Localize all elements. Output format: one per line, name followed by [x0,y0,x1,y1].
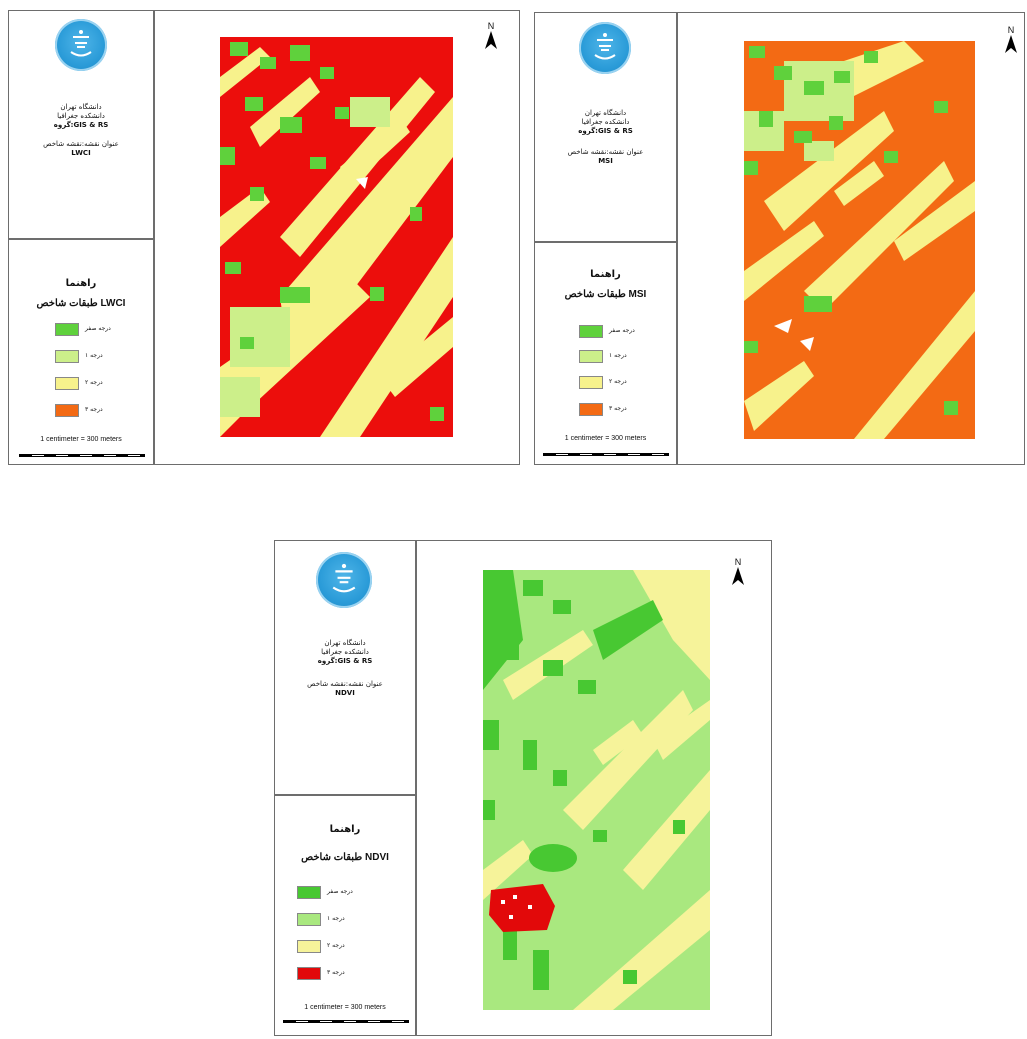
legend-swatch [579,325,603,338]
legend-label: درجه ۳ [85,406,103,413]
map-title-value: LWCI [71,149,91,157]
north-label: N [487,21,495,31]
scale-text: 1 centimeter = 300 meters [304,1004,386,1011]
legend-label: درجه ۱ [85,352,103,359]
ndvi-map-svg [483,570,710,1010]
legend-label: درجه ۲ [327,942,345,949]
msi-map-raster [744,41,975,439]
legend-swatch [579,403,603,416]
legend-swatch [55,350,79,363]
lwci-map-raster [220,37,453,437]
legend-label: درجه ۲ [85,379,103,386]
university-logo-icon [55,19,107,71]
legend-label: درجه ۱ [327,915,345,922]
university-name: دانشگاه تهران [324,639,366,647]
legend-label: درجه صفر [85,325,111,332]
legend-swatch [579,350,603,363]
north-label: N [734,557,742,567]
title-box: دانشگاه تهران دانشکده جغرافیا گروه:GIS &… [534,12,677,242]
legend-swatch [579,376,603,389]
map-title-label: عنوان نقشه:نقشه شاخص [307,680,383,688]
scale-text: 1 centimeter = 300 meters [564,435,647,442]
legend-swatch [55,404,79,417]
legend-label: درجه ۳ [609,405,627,412]
map-frame: N [416,540,772,1036]
scale-bar [283,1020,409,1023]
legend-swatch [55,377,79,390]
map-panel-msi: دانشگاه تهران دانشکده جغرافیا گروه:GIS &… [534,12,1025,465]
legend-swatch [297,940,321,953]
map-panel-lwci: دانشگاه تهران دانشکده جغرافیا گروه:GIS &… [8,10,520,465]
legend-swatch [297,913,321,926]
university-logo-icon [579,22,631,74]
legend-label: درجه صفر [609,327,635,334]
map-title-value: MSI [598,157,613,165]
legend-label: درجه ۲ [609,378,627,385]
group-name: گروه:GIS & RS [317,657,373,665]
legend-box: راهنما طبقات شاخص NDVI درجه صفر درجه ۱ د… [274,795,416,1036]
group-name: گروه:GIS & RS [578,127,633,135]
legend-subtitle: طبقات شاخص LWCI [36,298,126,309]
faculty-name: دانشکده جغرافیا [57,112,105,120]
map-panel-ndvi: دانشگاه تهران دانشکده جغرافیا گروه:GIS &… [274,540,772,1036]
map-frame: N [154,10,520,465]
legend-subtitle: طبقات شاخص MSI [564,289,647,300]
legend-label: درجه ۱ [609,352,627,359]
scale-bar [543,453,669,456]
legend-subtitle: طبقات شاخص NDVI [301,852,389,863]
faculty-name: دانشکده جغرافیا [321,648,369,656]
faculty-name: دانشکده جغرافیا [581,118,630,126]
legend-swatch [297,967,321,980]
university-name: دانشگاه تهران [584,109,627,117]
group-name: گروه:GIS & RS [53,121,109,129]
map-frame: N [677,12,1025,465]
legend-label: درجه صفر [327,888,353,895]
north-label: N [1007,25,1015,35]
map-title-label: عنوان نقشه:نقشه شاخص [43,140,119,148]
map-title-label: عنوان نقشه:نقشه شاخص [567,148,644,156]
title-box: دانشگاه تهران دانشکده جغرافیا گروه:GIS &… [8,10,154,239]
title-box: دانشگاه تهران دانشکده جغرافیا گروه:GIS &… [274,540,416,795]
legend-label: درجه ۳ [327,969,345,976]
map-title-value: NDVI [335,689,355,697]
scale-bar [19,454,145,457]
north-arrow-icon: N [731,557,745,585]
north-arrow-icon: N [1004,25,1018,53]
legend-title: راهنما [65,278,97,289]
legend-title: راهنما [329,824,361,835]
lwci-map-svg [220,37,453,437]
north-arrow-icon: N [484,21,498,49]
university-name: دانشگاه تهران [60,103,102,111]
university-logo-icon [316,552,372,608]
legend-title: راهنما [590,269,621,280]
legend-swatch [297,886,321,899]
ndvi-map-raster [483,570,710,1010]
scale-text: 1 centimeter = 300 meters [40,436,122,443]
legend-swatch [55,323,79,336]
msi-map-svg [744,41,975,439]
legend-box: راهنما طبقات شاخص MSI درجه صفر درجه ۱ در… [534,242,677,465]
legend-box: راهنما طبقات شاخص LWCI درجه صفر درجه ۱ د… [8,239,154,465]
